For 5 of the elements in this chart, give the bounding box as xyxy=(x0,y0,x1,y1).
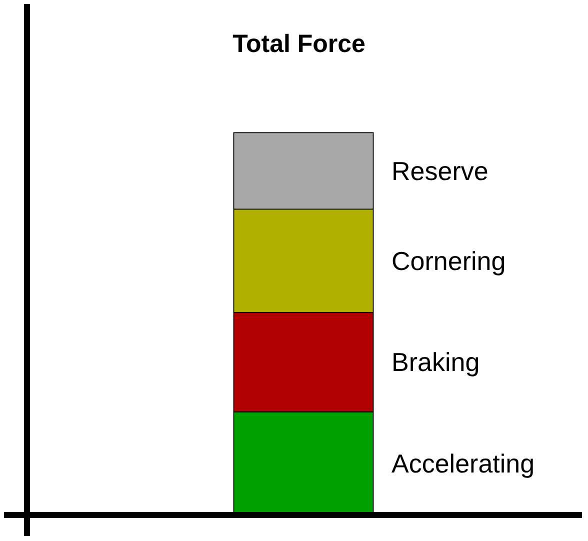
series-label: Reserve xyxy=(392,156,488,186)
chart-title: Total Force xyxy=(232,30,366,58)
series-label: Cornering xyxy=(392,246,506,276)
series-label: Braking xyxy=(392,347,480,378)
series-label: Accelerating xyxy=(392,448,535,479)
